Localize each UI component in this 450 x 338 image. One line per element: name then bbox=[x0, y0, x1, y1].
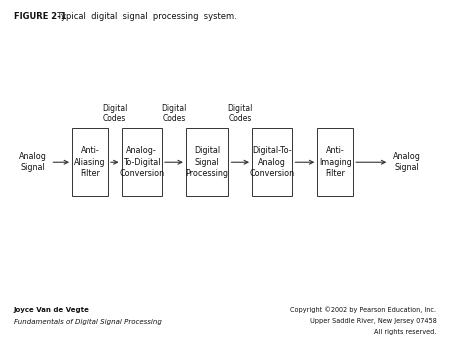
Text: Analog
Signal: Analog Signal bbox=[393, 152, 421, 172]
Text: Joyce Van de Vegte: Joyce Van de Vegte bbox=[14, 307, 90, 313]
Text: Digital
Codes: Digital Codes bbox=[228, 104, 253, 123]
Text: FIGURE 2-1: FIGURE 2-1 bbox=[14, 12, 66, 21]
Bar bbox=[317, 128, 353, 196]
Bar bbox=[252, 128, 292, 196]
Text: Upper Saddle River, New Jersey 07458: Upper Saddle River, New Jersey 07458 bbox=[310, 318, 436, 324]
Text: Analog-
To-Digital
Conversion: Analog- To-Digital Conversion bbox=[119, 146, 164, 178]
Bar bbox=[122, 128, 162, 196]
Bar bbox=[186, 128, 229, 196]
Text: Digital
Signal
Processing: Digital Signal Processing bbox=[185, 146, 229, 178]
Text: Digital
Codes: Digital Codes bbox=[102, 104, 127, 123]
Text: Anti-
Aliasing
Filter: Anti- Aliasing Filter bbox=[74, 146, 106, 178]
Text: Digital
Codes: Digital Codes bbox=[161, 104, 187, 123]
Text: Typical  digital  signal  processing  system.: Typical digital signal processing system… bbox=[52, 12, 237, 21]
Text: Anti-
Imaging
Filter: Anti- Imaging Filter bbox=[319, 146, 351, 178]
Bar bbox=[72, 128, 108, 196]
Text: Fundamentals of Digital Signal Processing: Fundamentals of Digital Signal Processin… bbox=[14, 319, 162, 325]
Text: All rights reserved.: All rights reserved. bbox=[374, 329, 436, 335]
Text: Analog
Signal: Analog Signal bbox=[18, 152, 46, 172]
Text: Digital-To-
Analog
Conversion: Digital-To- Analog Conversion bbox=[250, 146, 295, 178]
Text: Copyright ©2002 by Pearson Education, Inc.: Copyright ©2002 by Pearson Education, In… bbox=[290, 306, 436, 313]
